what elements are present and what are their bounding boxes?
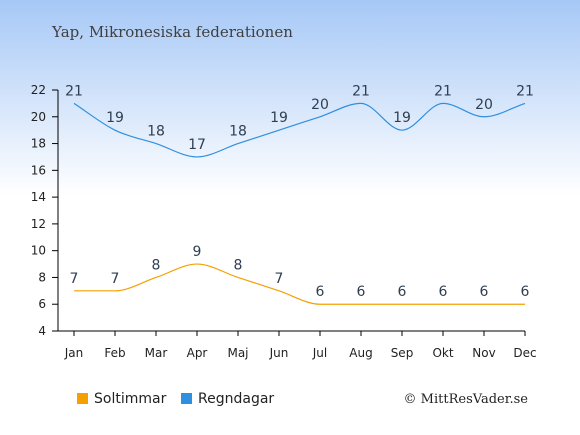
y-tick-label: 12 [31, 217, 46, 231]
data-label-soltimmar: 7 [275, 271, 284, 287]
x-tick-label: Okt [432, 346, 453, 360]
x-tick-label: Apr [187, 346, 208, 360]
data-label-regndagar: 21 [65, 83, 83, 99]
data-label-regndagar: 20 [475, 97, 493, 113]
x-tick-label: Jul [312, 346, 327, 360]
data-label-regndagar: 18 [229, 124, 247, 140]
y-tick-label: 6 [38, 297, 46, 311]
legend-label-soltimmar: Soltimmar [94, 391, 167, 407]
data-label-regndagar: 18 [147, 124, 165, 140]
data-label-soltimmar: 6 [398, 284, 407, 300]
data-label-regndagar: 20 [311, 97, 329, 113]
data-label-soltimmar: 6 [357, 284, 366, 300]
legend: Soltimmar Regndagar [77, 391, 274, 407]
series-line-soltimmar [74, 263, 525, 305]
data-label-soltimmar: 8 [234, 257, 243, 273]
y-tick-label: 20 [31, 110, 46, 124]
data-label-soltimmar: 6 [480, 284, 489, 300]
legend-swatch-regndagar [181, 393, 192, 404]
legend-label-regndagar: Regndagar [198, 391, 274, 407]
x-tick-label: Feb [104, 346, 125, 360]
data-label-soltimmar: 7 [111, 271, 120, 287]
x-tick-label: Jan [64, 346, 84, 360]
data-label-soltimmar: 8 [152, 257, 161, 273]
data-label-soltimmar: 6 [316, 284, 325, 300]
legend-swatch-soltimmar [77, 393, 88, 404]
x-tick-label: Aug [349, 346, 372, 360]
chart-title: Yap, Mikronesiska federationen [51, 23, 293, 41]
data-label-regndagar: 17 [188, 137, 206, 153]
x-tick-label: Maj [227, 346, 248, 360]
x-tick-label: Nov [472, 346, 495, 360]
data-label-regndagar: 19 [106, 110, 124, 126]
y-tick-label: 10 [31, 244, 46, 258]
y-tick-label: 4 [38, 324, 46, 338]
y-tick-label: 14 [31, 190, 46, 204]
data-label-soltimmar: 6 [439, 284, 448, 300]
data-label-soltimmar: 6 [521, 284, 530, 300]
y-tick-label: 8 [38, 270, 46, 284]
x-tick-label: Sep [391, 346, 414, 360]
data-label-regndagar: 21 [352, 83, 370, 99]
x-tick-label: Jun [269, 346, 289, 360]
data-label-regndagar: 21 [434, 83, 452, 99]
data-labels: 7 7 8 9 8 7 6 6 6 6 6 6 21 19 18 17 18 19 20 21 19 21 20 21 [65, 83, 534, 300]
series-lines [73, 102, 526, 305]
axes: 4 6 8 10 12 14 16 18 20 22 Jan Feb Mar Apr Maj Jun Jul Au… [31, 83, 537, 360]
x-tick-label: Dec [513, 346, 536, 360]
y-tick-label: 16 [31, 163, 46, 177]
data-label-regndagar: 21 [516, 83, 534, 99]
x-tick-label: Mar [145, 346, 168, 360]
data-label-soltimmar: 7 [70, 271, 79, 287]
data-label-regndagar: 19 [393, 110, 411, 126]
data-label-soltimmar: 9 [193, 244, 202, 260]
y-tick-label: 18 [31, 137, 46, 151]
y-tick-label: 22 [31, 83, 46, 97]
credit-text: © MittResVader.se [404, 392, 529, 407]
data-label-regndagar: 19 [270, 110, 288, 126]
series-line-regndagar [73, 102, 526, 158]
